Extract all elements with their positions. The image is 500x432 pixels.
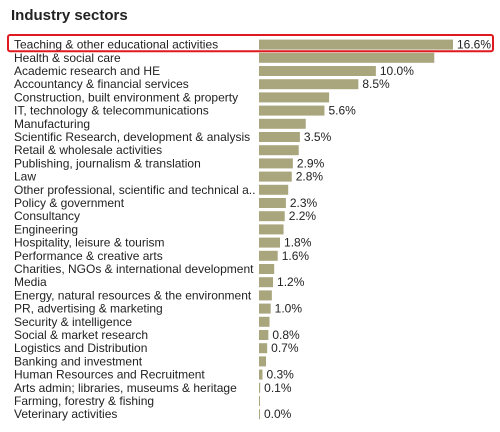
category-label: PR, advertising & marketing	[14, 302, 163, 316]
value-label: 2.9%	[297, 156, 325, 170]
bar	[259, 171, 292, 182]
bar	[259, 145, 299, 156]
bar	[259, 382, 261, 393]
category-label: Scientific Research, development & analy…	[14, 130, 250, 144]
category-label: Veterinary activities	[14, 407, 117, 421]
bar	[259, 356, 267, 367]
bar	[259, 369, 263, 380]
category-label: IT, technology & telecommunications	[14, 104, 209, 118]
bar	[259, 79, 359, 90]
category-label: Logistics and Distribution	[14, 341, 147, 355]
bar	[259, 277, 274, 288]
bar	[259, 264, 275, 274]
value-label: 3.5%	[304, 130, 332, 144]
value-label: 2.3%	[290, 196, 318, 210]
category-label: Performance & creative arts	[14, 249, 163, 263]
bar	[259, 237, 281, 248]
value-label: 8.5%	[362, 77, 390, 91]
category-label: Teaching & other educational activities	[14, 38, 218, 52]
category-label: Energy, natural resources & the environm…	[14, 288, 252, 302]
bar	[259, 409, 260, 420]
value-label: 0.0%	[264, 407, 292, 421]
value-label: 0.3%	[267, 368, 295, 382]
bar	[259, 290, 272, 301]
category-label: Hospitality, leisure & tourism	[14, 236, 165, 250]
category-label: Social & market research	[14, 328, 148, 342]
category-label: Engineering	[14, 222, 78, 236]
highlight-box	[7, 34, 494, 53]
category-label: Academic research and HE	[14, 64, 160, 78]
category-label: Banking and investment	[14, 354, 143, 368]
category-label: Media	[14, 275, 47, 289]
value-label: 0.8%	[272, 328, 300, 342]
bar	[259, 211, 285, 222]
category-label: Publishing, journalism & translation	[14, 156, 201, 170]
category-label: Consultancy	[14, 209, 80, 223]
value-label: 0.1%	[264, 381, 292, 395]
bar	[259, 39, 453, 50]
category-label: Charities, NGOs & international developm…	[14, 262, 254, 276]
bar	[259, 316, 270, 327]
value-label: 1.2%	[277, 275, 305, 289]
category-label: Other professional, scientific and techn…	[14, 183, 255, 197]
category-label: Accountancy & financial services	[14, 77, 189, 91]
bar	[259, 52, 435, 63]
value-label: 10.0%	[380, 64, 414, 78]
value-label: 1.0%	[275, 302, 303, 316]
category-label: Policy & government	[14, 196, 125, 210]
category-label: Manufacturing	[14, 117, 90, 131]
bar	[259, 330, 269, 340]
bar	[259, 118, 306, 129]
value-label: 1.6%	[282, 249, 310, 263]
bar	[259, 105, 325, 116]
value-label: 2.8%	[296, 170, 324, 184]
bar	[259, 132, 300, 142]
value-label: 0.7%	[271, 341, 299, 355]
value-label: 1.8%	[284, 236, 312, 250]
category-label: Law	[14, 170, 36, 184]
category-label: Arts admin; libraries, museums & heritag…	[14, 381, 237, 395]
bar	[259, 92, 330, 103]
chart-title: Industry sectors	[11, 7, 128, 24]
category-label: Health & social care	[14, 51, 121, 65]
category-label: Construction, built environment & proper…	[14, 90, 238, 104]
value-label: 16.6%	[457, 38, 491, 52]
bar	[259, 184, 289, 195]
bar	[259, 396, 260, 406]
bar	[259, 66, 376, 76]
value-label: 5.6%	[328, 104, 356, 118]
bar	[259, 250, 278, 261]
bar	[259, 303, 271, 314]
bar	[259, 198, 286, 208]
bar	[259, 158, 293, 169]
category-label: Human Resources and Recruitment	[14, 368, 205, 382]
bar	[259, 224, 284, 235]
category-label: Farming, forestry & fishing	[14, 394, 154, 408]
category-label: Security & intelligence	[14, 315, 132, 329]
category-label: Retail & wholesale activities	[14, 143, 162, 157]
value-label: 2.2%	[289, 209, 317, 223]
bar	[259, 343, 268, 354]
